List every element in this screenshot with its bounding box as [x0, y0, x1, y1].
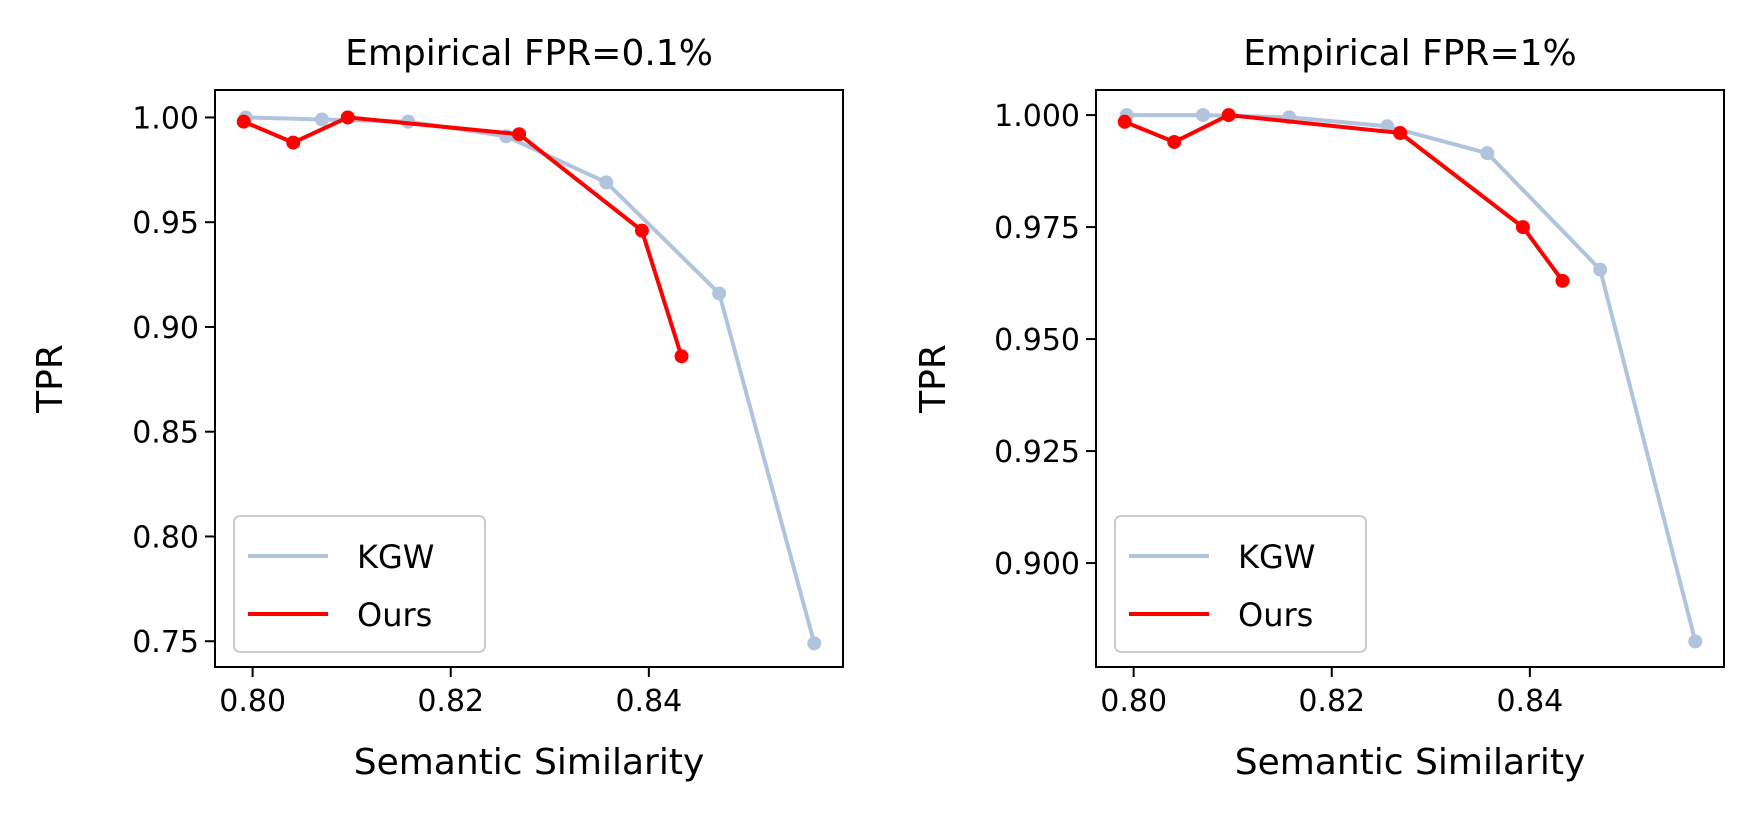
data-point-kgw	[599, 175, 614, 190]
data-point-ours	[1117, 114, 1132, 129]
data-point-ours	[236, 114, 251, 129]
plot-frame	[1095, 89, 1725, 668]
data-point-kgw	[712, 286, 727, 301]
data-point-ours	[1555, 273, 1570, 288]
data-point-ours	[674, 349, 689, 364]
legend-label-kgw: KGW	[1238, 538, 1315, 576]
y-tick-label: 0.900	[994, 547, 1080, 582]
data-point-ours	[512, 127, 527, 142]
y-tick-label: 0.950	[994, 323, 1080, 358]
data-point-kgw	[1480, 146, 1495, 161]
y-axis-label: TPR	[30, 344, 71, 414]
data-point-kgw	[314, 112, 329, 127]
chart-title: Empirical FPR=0.1%	[345, 33, 713, 74]
data-point-ours	[286, 135, 301, 150]
data-point-ours	[1515, 220, 1530, 235]
data-point-ours	[340, 110, 355, 125]
y-tick-label: 1.00	[132, 101, 199, 136]
y-tick-label: 0.75	[132, 625, 199, 660]
legend-label-kgw: KGW	[357, 538, 434, 576]
series-line-ours	[1123, 113, 1565, 282]
y-tick-label: 0.90	[132, 311, 199, 346]
data-point-ours	[1167, 134, 1182, 149]
data-point-kgw	[807, 636, 822, 651]
legend-label-ours: Ours	[357, 596, 432, 634]
x-tick-label: 0.80	[1100, 684, 1167, 719]
data-point-kgw	[1593, 262, 1608, 277]
x-tick-label: 0.82	[1298, 684, 1365, 719]
x-axis-label: Semantic Similarity	[1235, 742, 1586, 783]
data-point-kgw	[1688, 634, 1703, 649]
y-axis-label: TPR	[913, 344, 954, 414]
y-tick-label: 0.80	[132, 520, 199, 555]
x-tick-label: 0.84	[1496, 684, 1563, 719]
y-tick-label: 0.925	[994, 435, 1080, 470]
y-tick-label: 0.975	[994, 211, 1080, 246]
x-axis-label: Semantic Similarity	[354, 742, 705, 783]
legend-box	[233, 515, 486, 653]
data-point-ours	[634, 223, 649, 238]
series-line-ours	[242, 115, 684, 357]
data-point-ours	[1221, 108, 1236, 123]
chart-panel-1: Empirical FPR=0.1% 0.80 0.82 0.84 0.75 0.80 0.…	[30, 33, 844, 783]
chart-title: Empirical FPR=1%	[1243, 33, 1576, 74]
plot-frame	[214, 89, 844, 668]
legend-box	[1114, 515, 1367, 653]
x-tick-label: 0.82	[417, 684, 484, 719]
data-point-kgw	[1195, 108, 1210, 123]
y-tick-label: 1.000	[994, 99, 1080, 134]
data-point-ours	[1393, 126, 1408, 141]
legend-label-ours: Ours	[1238, 596, 1313, 634]
x-tick-label: 0.84	[615, 684, 682, 719]
chart-panel-2: Empirical FPR=1% 0.80 0.82 0.84 0.900 0.925 0.…	[913, 33, 1725, 783]
y-tick-label: 0.85	[132, 416, 199, 451]
y-tick-label: 0.95	[132, 206, 199, 241]
x-tick-label: 0.80	[219, 684, 286, 719]
